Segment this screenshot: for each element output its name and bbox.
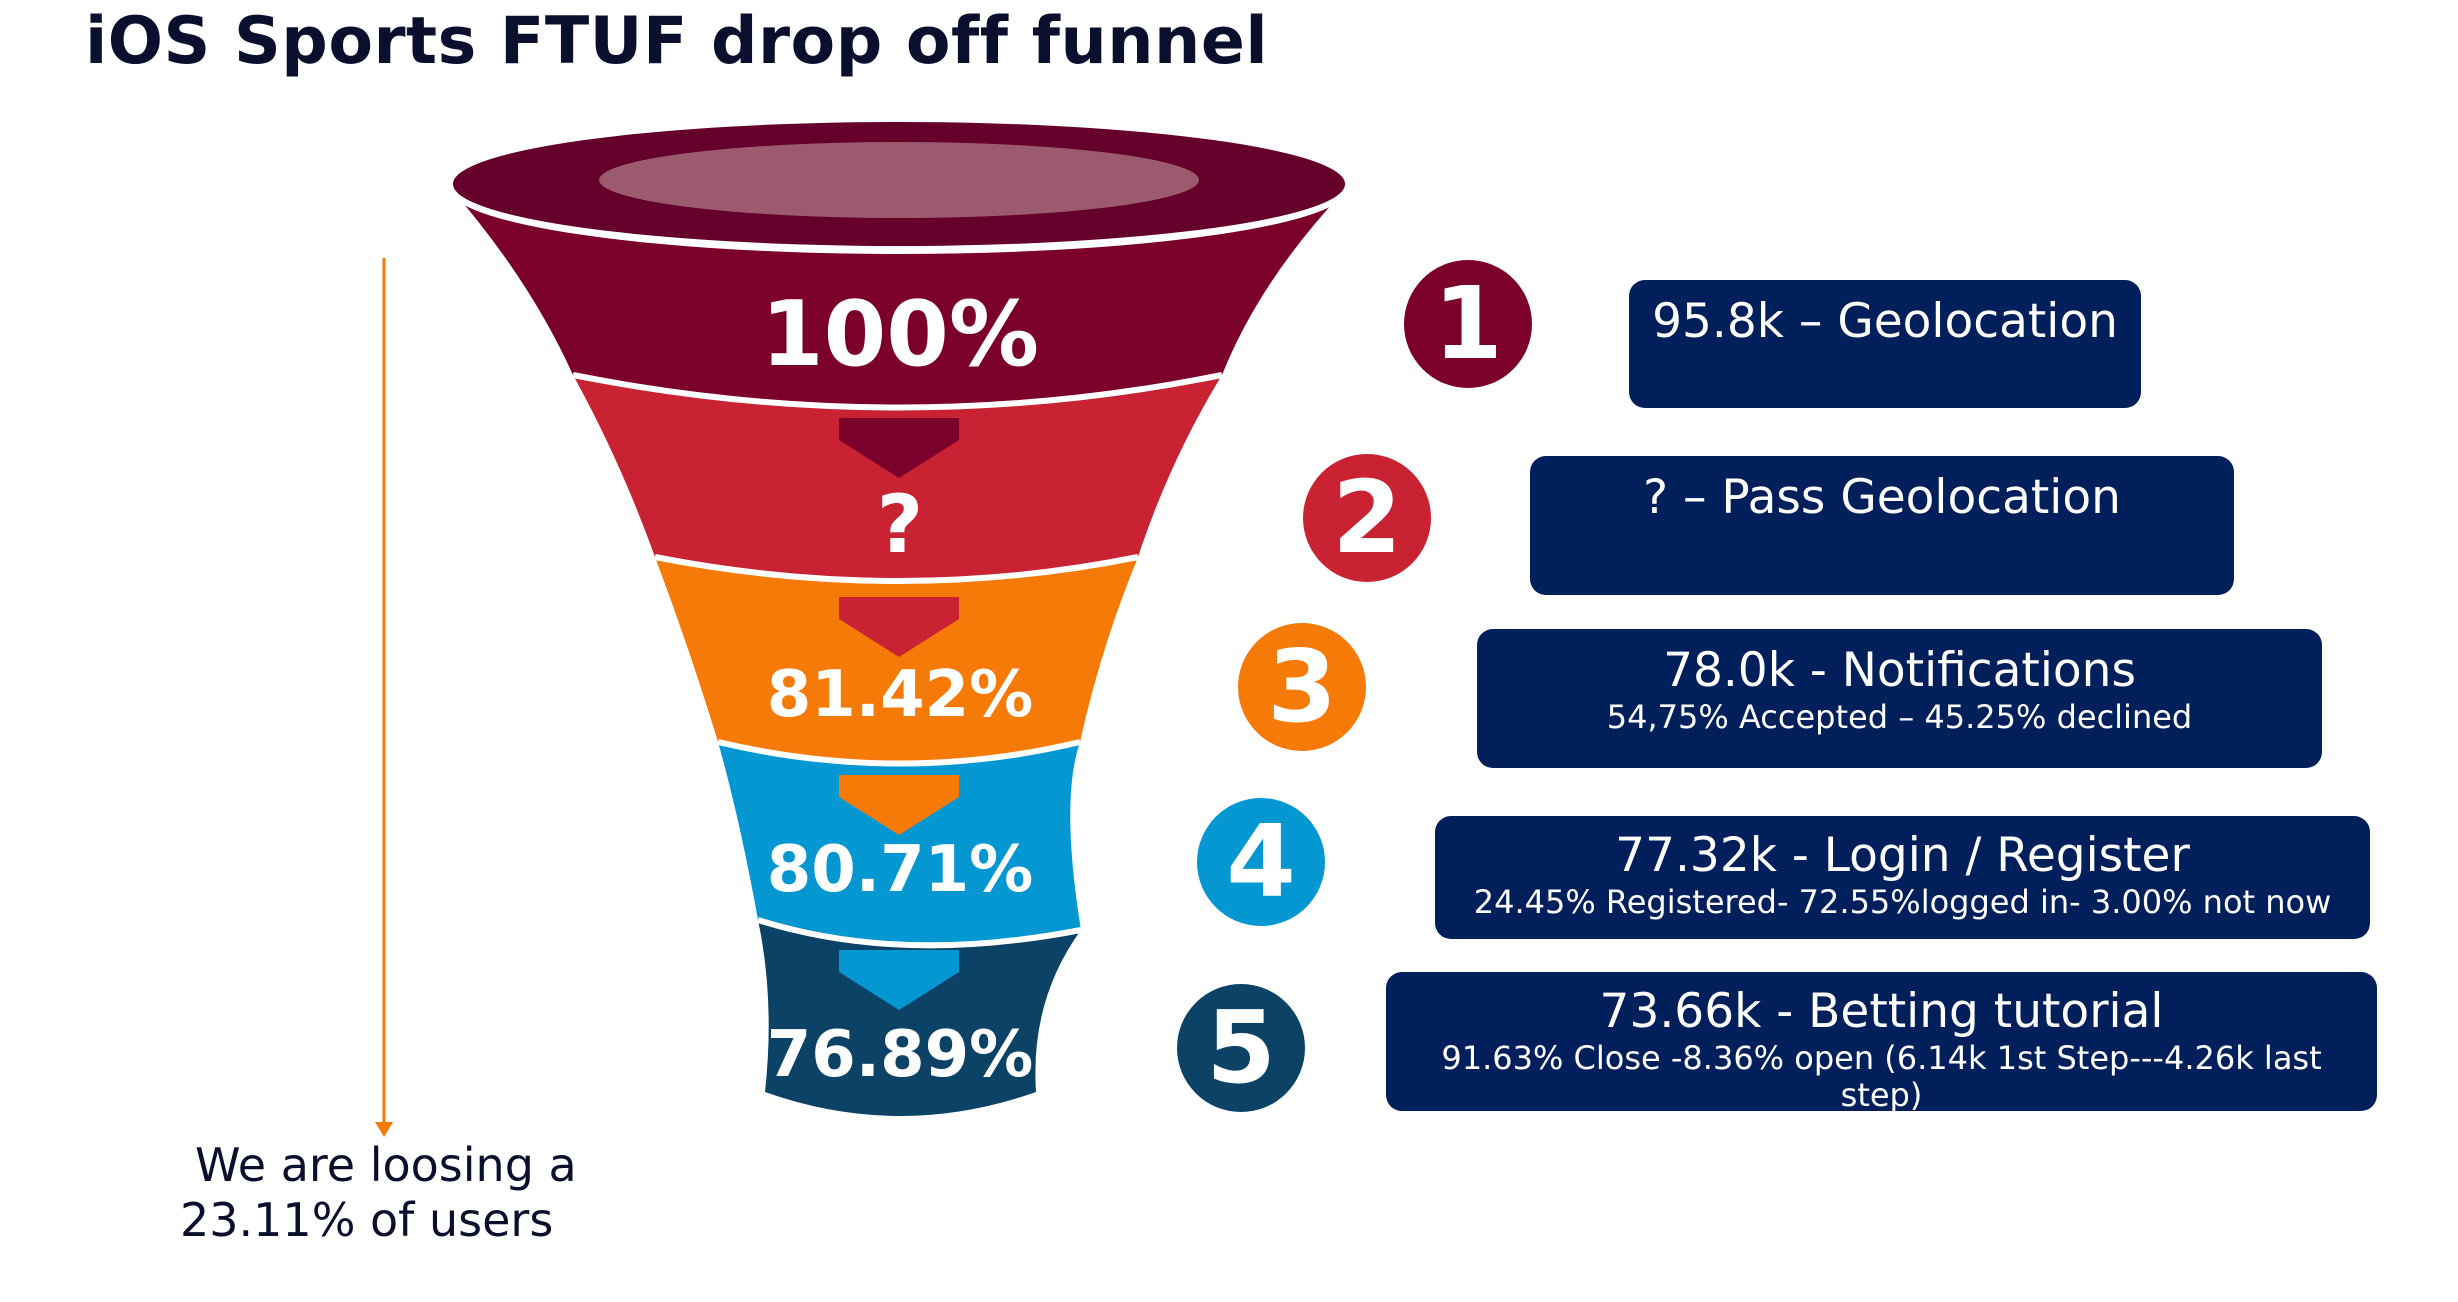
funnel-chevron-1	[839, 418, 959, 478]
funnel-stage-2	[573, 375, 1222, 581]
step-3-badge: 3	[1238, 623, 1366, 751]
step-3-box: 78.0k - Notifications 54,75% Accepted – …	[1477, 629, 2322, 768]
step-1-badge: 1	[1404, 260, 1532, 388]
step-2-badge: 2	[1303, 454, 1431, 582]
drop-off-note-line-1: We are loosing a	[195, 1138, 577, 1192]
funnel-stage-5	[758, 920, 1081, 1116]
step-5-badge: 5	[1177, 984, 1305, 1112]
funnel-stage-4	[718, 742, 1081, 946]
funnel-chevron-3	[839, 775, 959, 835]
step-1-box: 95.8k – Geolocation	[1629, 280, 2141, 408]
funnel-stage-1-percent: 100%	[760, 282, 1040, 387]
step-4-box: 77.32k - Login / Register 24.45% Registe…	[1435, 816, 2370, 939]
funnel-stage-3-percent: 81.42%	[766, 658, 1034, 732]
drop-off-note: We are loosing a 23.11% of users	[150, 1138, 610, 1248]
funnel-stage-5-percent: 76.89%	[766, 1018, 1034, 1092]
step-4-badge: 4	[1197, 798, 1325, 926]
step-4-main: 77.32k - Login / Register	[1615, 828, 2190, 883]
drop-off-arrow	[375, 258, 393, 1137]
step-5-sub: 91.63% Close -8.36% open (6.14k 1st Step…	[1441, 1039, 2322, 1112]
funnel-chevron-4	[839, 950, 959, 1010]
funnel-rim-inner	[599, 142, 1199, 218]
funnel-chevron-2	[839, 597, 959, 657]
step-4-sub: 24.45% Registered- 72.55%logged in- 3.00…	[1473, 883, 2332, 921]
step-3-main: 78.0k - Notifications	[1663, 643, 2136, 698]
funnel-stage-2-percent: ?	[876, 478, 924, 571]
step-5-main: 73.66k - Betting tutorial	[1599, 984, 2164, 1039]
step-5-box: 73.66k - Betting tutorial 91.63% Close -…	[1386, 972, 2377, 1111]
drop-off-note-line-2: 23.11% of users	[180, 1193, 554, 1247]
step-2-box: ? – Pass Geolocation	[1530, 456, 2234, 595]
funnel-stage-3	[655, 557, 1138, 764]
step-2-main: ? – Pass Geolocation	[1643, 470, 2121, 525]
step-1-main: 95.8k – Geolocation	[1652, 294, 2118, 349]
funnel-separators	[572, 372, 1223, 949]
funnel-stage-4-percent: 80.71%	[766, 833, 1034, 907]
page-title: iOS Sports FTUF drop off funnel	[85, 4, 1269, 79]
step-3-sub: 54,75% Accepted – 45.25% declined	[1606, 698, 2193, 736]
